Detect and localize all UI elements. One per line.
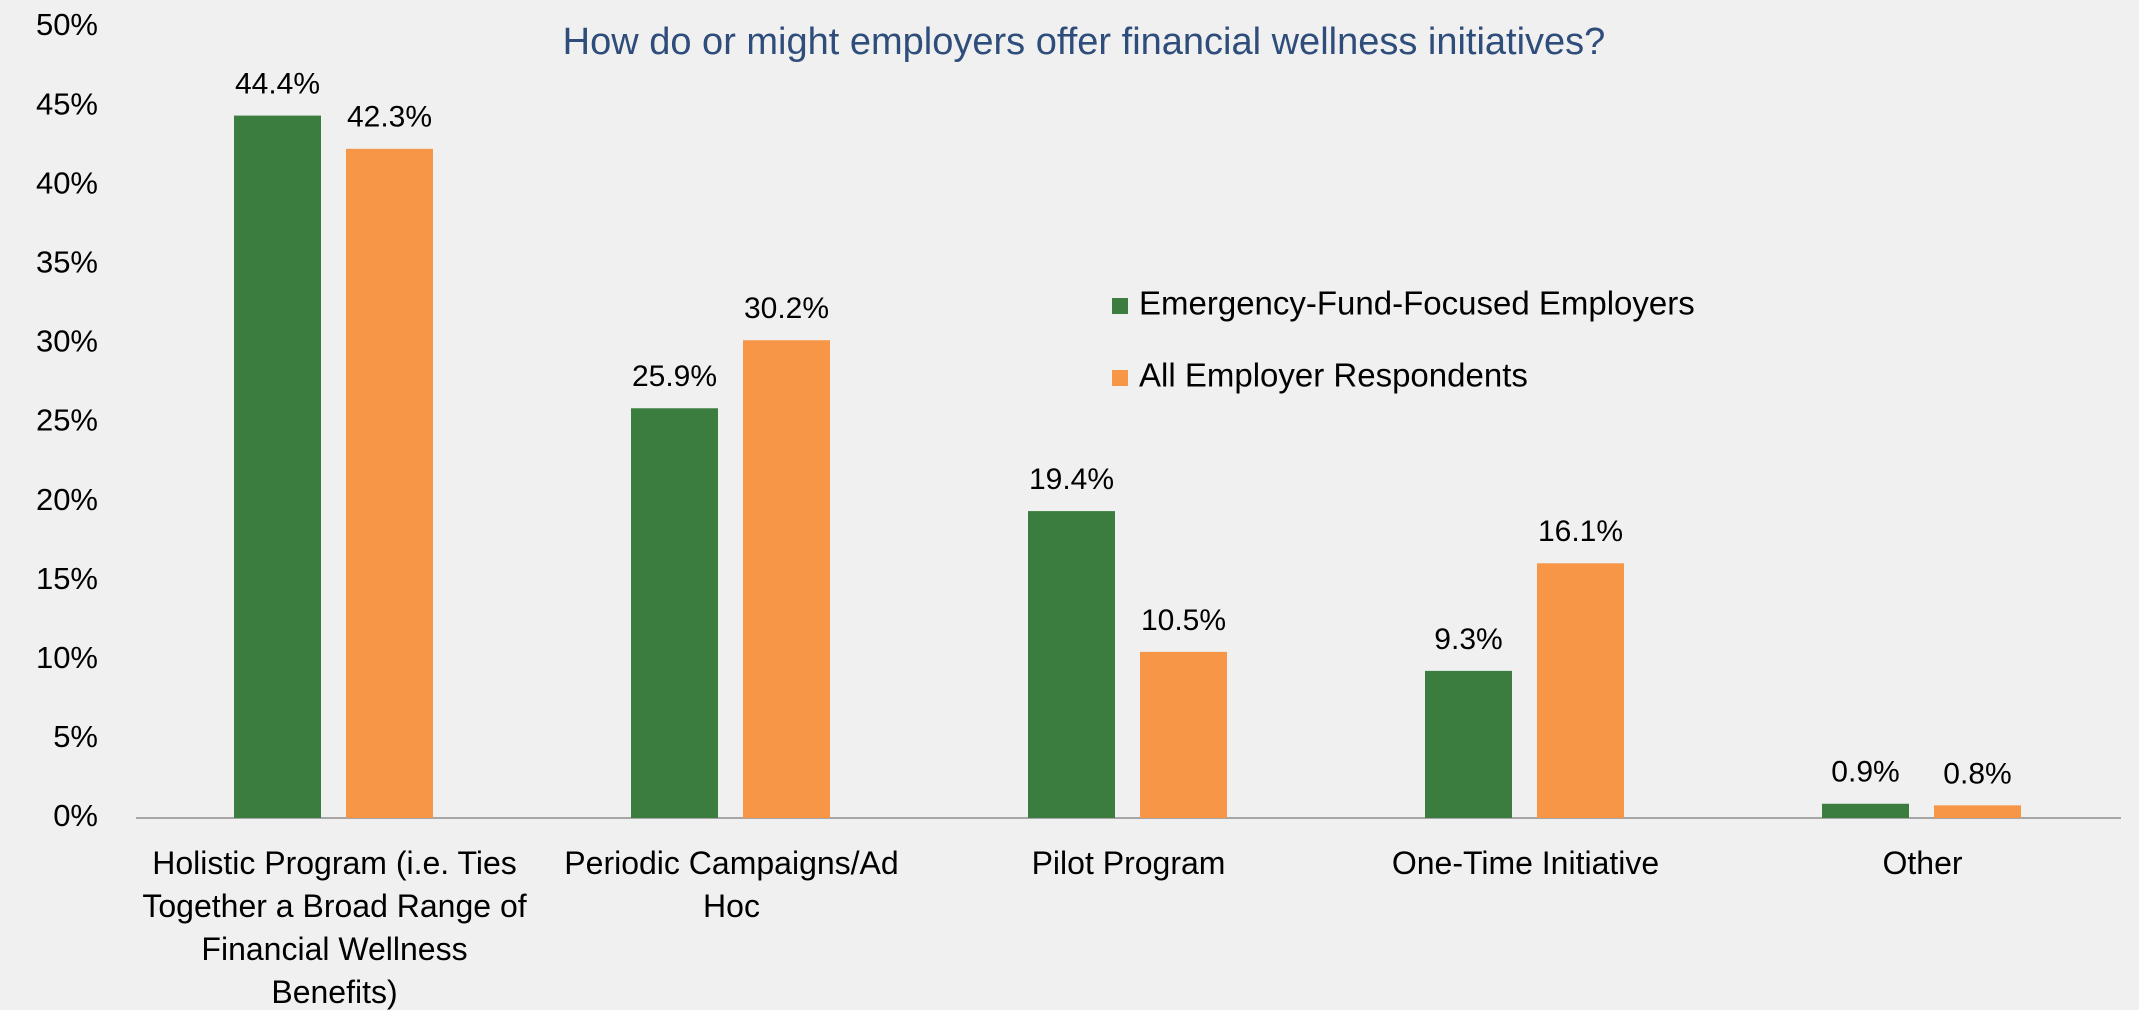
y-tick-label: 10% xyxy=(36,640,98,675)
bar xyxy=(346,148,433,819)
data-label: 30.2% xyxy=(744,292,829,325)
data-label: 0.8% xyxy=(1943,757,2011,790)
bar xyxy=(1028,511,1115,818)
data-label: 19.4% xyxy=(1029,463,1114,496)
legend-swatch xyxy=(1112,370,1128,386)
y-tick-label: 15% xyxy=(36,561,98,596)
x-tick-label: Periodic Campaigns/Ad Hoc xyxy=(564,845,899,924)
bar xyxy=(1822,803,1909,818)
bar xyxy=(743,340,830,818)
data-label: 44.4% xyxy=(235,68,320,101)
y-tick-label: 25% xyxy=(36,403,98,438)
data-label: 42.3% xyxy=(347,101,432,134)
x-tick-label: Other xyxy=(1882,845,1963,881)
y-tick-label: 5% xyxy=(53,719,98,754)
bar xyxy=(234,115,321,819)
bar xyxy=(1140,651,1227,818)
y-tick-label: 30% xyxy=(36,324,98,359)
y-tick-label: 40% xyxy=(36,165,98,200)
data-label: 9.3% xyxy=(1434,623,1502,656)
y-tick-label: 50% xyxy=(36,7,98,42)
legend-swatch xyxy=(1112,298,1128,314)
bar xyxy=(1934,805,2021,818)
data-label: 25.9% xyxy=(632,360,717,393)
legend-label: All Employer Respondents xyxy=(1139,357,1528,394)
legend-label: Emergency-Fund-Focused Employers xyxy=(1139,285,1695,322)
data-label: 16.1% xyxy=(1538,515,1623,548)
bar xyxy=(631,408,718,818)
y-tick-label: 45% xyxy=(36,86,98,121)
x-tick-label: One-Time Initiative xyxy=(1391,845,1660,881)
x-tick-label: Pilot Program xyxy=(1031,845,1226,881)
data-label: 0.9% xyxy=(1831,756,1899,789)
y-tick-label: 0% xyxy=(53,798,98,833)
y-tick-label: 20% xyxy=(36,482,98,517)
data-label: 10.5% xyxy=(1141,604,1226,637)
y-tick-label: 35% xyxy=(36,244,98,279)
bar xyxy=(1425,670,1512,818)
chart-title: How do or might employers offer financia… xyxy=(563,21,1606,63)
bar xyxy=(1537,563,1624,818)
x-tick-label: Holistic Program (i.e. Ties Together a B… xyxy=(142,845,527,1010)
